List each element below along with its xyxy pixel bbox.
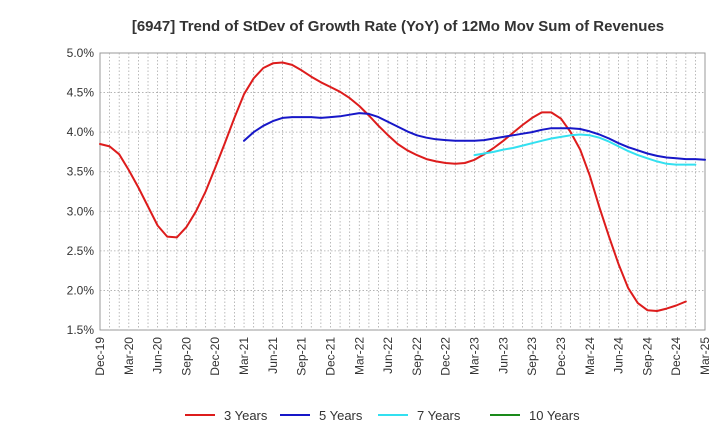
x-tick-label: Mar-22 [352,337,366,375]
chart-title: [6947] Trend of StDev of Growth Rate (Yo… [132,18,664,35]
grid [99,52,706,331]
x-tick-label: Mar-20 [122,337,136,375]
x-tick-label: Dec-19 [93,337,107,376]
axes: 5.0% 4.5% 4.0% 3.5% 3.0% 2.5% 2.0% 1.5%Dec-19 Ma… [67,46,712,376]
series-line-7-years [473,133,697,166]
x-tick-label: Sep-21 [295,337,309,376]
x-tick-label: Jun-20 [151,337,165,374]
x-tick-label: Sep-23 [525,337,539,376]
x-tick-label: Sep-20 [179,337,193,376]
legend-label-5-years: 5 Years [319,408,363,423]
series-line-5-years [243,112,706,161]
x-tick-label: Mar-21 [237,337,251,375]
x-tick-label: Jun-23 [496,337,510,374]
y-tick-label: 4.5% [67,86,95,100]
y-tick-label: 3.5% [67,165,95,179]
legend-label-7-years: 7 Years [417,408,461,423]
x-tick-label: Mar-23 [468,337,482,375]
series-lines [99,61,706,312]
y-tick-label: 1.5% [67,323,95,337]
x-tick-label: Sep-24 [640,337,654,376]
x-tick-label: Jun-21 [266,337,280,374]
x-tick-label: Dec-22 [439,337,453,376]
y-tick-label: 5.0% [67,46,95,60]
x-tick-label: Jun-24 [612,337,626,374]
y-tick-label: 2.0% [67,283,95,297]
y-tick-label: 2.5% [67,244,95,258]
x-tick-label: Dec-20 [208,337,222,376]
x-tick-label: Sep-22 [410,337,424,376]
plot-area [99,52,706,331]
y-tick-label: 3.0% [67,204,95,218]
legend: 3 Years 5 Years 7 Years 10 Years [185,408,580,423]
x-tick-label: Dec-21 [323,337,337,376]
series-line-3-years [99,61,687,312]
x-tick-label: Mar-25 [698,337,712,375]
legend-label-10-years: 10 Years [529,408,580,423]
x-tick-label: Jun-22 [381,337,395,374]
legend-label-3-years: 3 Years [224,408,268,423]
x-tick-label: Mar-24 [583,337,597,375]
y-tick-label: 4.0% [67,125,95,139]
x-tick-label: Dec-23 [554,337,568,376]
x-tick-label: Dec-24 [669,337,683,376]
